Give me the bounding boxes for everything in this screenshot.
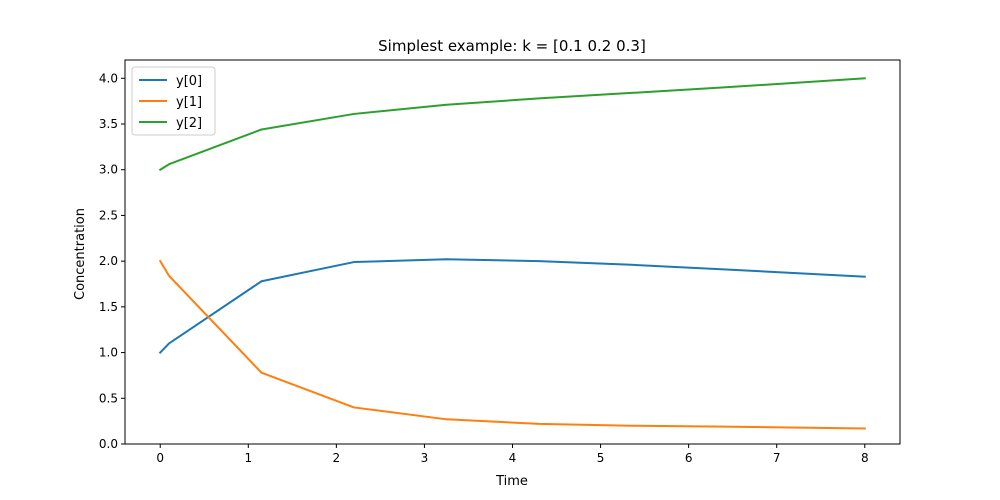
y-tick-label: 0.0 <box>99 437 118 451</box>
y-axis-label: Concentration <box>73 208 88 300</box>
x-tick-label: 6 <box>685 451 693 465</box>
x-tick-label: 2 <box>333 451 341 465</box>
legend-label-y1: y[1] <box>176 95 202 110</box>
y-tick-label: 0.5 <box>99 391 118 405</box>
plot-area: 0 1 2 3 4 5 6 7 8 0.0 0.5 1.0 1.5 2.0 2.5 3.0 3.5 4.0 <box>99 59 901 465</box>
chart-title: Simplest example: k = [0.1 0.2 0.3] <box>378 37 646 55</box>
y-tick-label: 1.5 <box>99 300 118 314</box>
legend-box <box>131 66 216 136</box>
x-tick-label: 1 <box>244 451 252 465</box>
x-tick-label: 7 <box>773 451 781 465</box>
y-tick-label: 2.0 <box>99 254 118 268</box>
y-tick-label: 1.0 <box>99 346 118 360</box>
x-tick-label: 4 <box>509 451 517 465</box>
y-tick-label: 4.0 <box>99 71 118 85</box>
y-tick-label: 2.5 <box>99 208 118 222</box>
x-tick-label: 5 <box>597 451 605 465</box>
x-tick-label: 0 <box>156 451 164 465</box>
x-tick-label: 8 <box>861 451 869 465</box>
series-line-y0 <box>158 258 866 354</box>
y-tick-label: 3.0 <box>99 163 118 177</box>
legend-label-y2: y[2] <box>176 116 202 131</box>
legend-label-y0: y[0] <box>176 74 202 89</box>
y-tick-label: 3.5 <box>99 117 118 131</box>
series-line-y2 <box>158 77 866 172</box>
x-axis-label: Time <box>495 474 528 489</box>
x-tick-label: 3 <box>421 451 429 465</box>
series-line-y1 <box>158 259 866 430</box>
legend: y[0] y[1] y[2] <box>131 66 216 136</box>
